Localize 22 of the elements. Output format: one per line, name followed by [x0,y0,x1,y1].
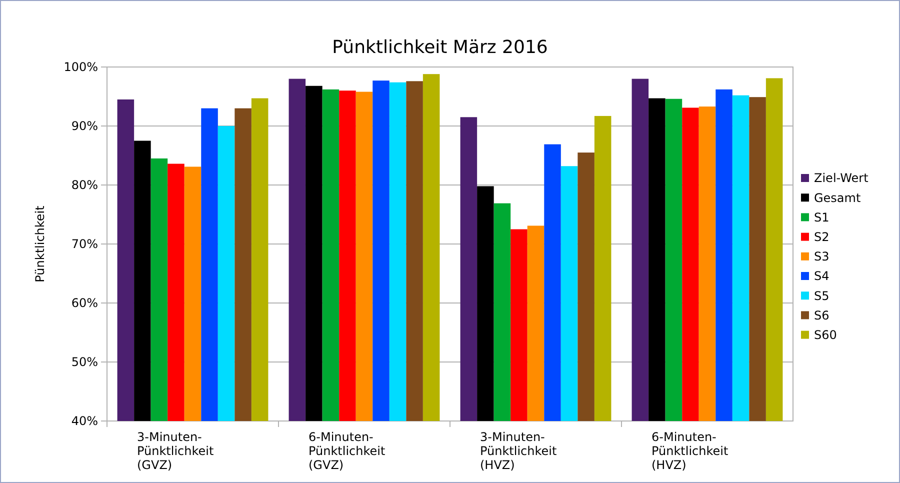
y-tick-label: 40% [71,414,98,428]
legend-label: S1 [814,210,830,224]
y-tick-label: 60% [71,296,98,310]
legend-label: S2 [814,230,830,244]
legend-label: S60 [814,328,837,342]
legend-label: S5 [814,288,830,303]
x-tick-label: 6-Minuten- Pünktlichkeit (HVZ) [652,430,728,472]
legend-label: Gesamt [814,190,861,205]
y-axis-title: Pünktlichkeit [33,205,47,282]
y-tick-label: 50% [71,355,98,370]
legend-label: S6 [814,308,830,322]
y-tick-label: 80% [71,178,98,192]
legend-label: S3 [814,250,830,264]
legend-label: S4 [814,269,830,284]
legend-label: Ziel-Wert [814,171,869,186]
y-tick-label: 70% [71,237,98,252]
chart-title: Pünktlichkeit März 2016 [332,37,548,58]
y-tick-label: 100% [64,60,98,74]
x-tick-label: 6-Minuten- Pünktlichkeit (GVZ) [308,430,386,472]
x-tick-label: 3-Minuten- Pünktlichkeit (GVZ) [137,430,214,472]
x-tick-label: 3-Minuten- Pünktlichkeit (HVZ) [480,430,557,472]
y-tick-label: 90% [71,119,98,134]
